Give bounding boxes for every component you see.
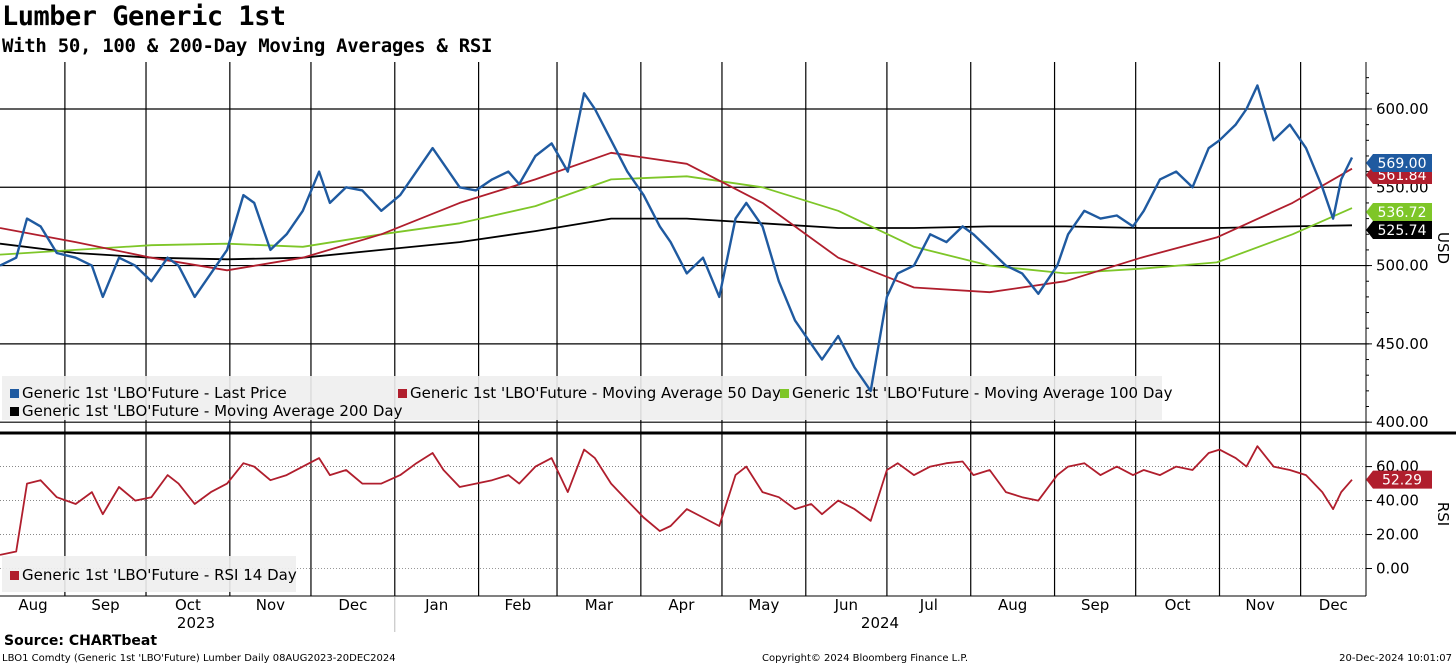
ma200-value-tag-text: 525.74 xyxy=(1378,223,1427,239)
month-label: Jan xyxy=(424,596,448,614)
price-ytick-label: 600.00 xyxy=(1376,100,1429,118)
ma50-line xyxy=(0,151,1353,294)
price-legend-box xyxy=(2,376,1162,420)
rsi-ytick-label: 20.00 xyxy=(1376,526,1419,544)
month-label: Aug xyxy=(18,596,47,614)
rsi-value-tag-shape xyxy=(1366,470,1432,489)
price-ytick-label: 500.00 xyxy=(1376,257,1429,275)
month-label: Dec xyxy=(1319,596,1348,614)
month-label: May xyxy=(748,596,779,614)
month-label: Nov xyxy=(256,596,285,614)
axis-layer: 400.00450.00500.00550.00600.000.0020.004… xyxy=(0,62,1456,632)
rsi-ytick-label: 40.00 xyxy=(1376,492,1419,510)
price-value-tag-text: 569.00 xyxy=(1378,156,1427,172)
month-label: Apr xyxy=(668,596,695,614)
legend-entry-3: Generic 1st 'LBO'Future - Moving Average… xyxy=(22,402,403,420)
price-value-tag: 569.00 xyxy=(1366,154,1432,172)
rsi-line xyxy=(0,445,1353,556)
year-label: 2023 xyxy=(177,614,215,632)
source-note: Source: CHARTbeat xyxy=(4,633,158,649)
month-label: Nov xyxy=(1245,596,1274,614)
chart-subtitle: With 50, 100 & 200-Day Moving Averages &… xyxy=(2,35,493,57)
legend-entry-1: Generic 1st 'LBO'Future - Moving Average… xyxy=(410,384,781,402)
legend-swatch-0 xyxy=(10,389,19,398)
ma200-value-tag: 525.74 xyxy=(1366,221,1432,239)
ma200-line xyxy=(0,217,1353,261)
legend-swatch-2 xyxy=(780,389,789,398)
footer-copyright: Copyright© 2024 Bloomberg Finance L.P. xyxy=(762,653,969,664)
ma200-value-tag-shape xyxy=(1366,221,1432,239)
price-ytick-label: 450.00 xyxy=(1376,335,1429,353)
rsi-legend-box xyxy=(2,556,296,592)
legend-layer: Generic 1st 'LBO'Future - Last Price Gene… xyxy=(2,376,1173,592)
ma100-value-tag: 536.72 xyxy=(1366,203,1432,221)
grid-layer xyxy=(0,62,1366,596)
price-ytick-label: 400.00 xyxy=(1376,413,1429,431)
ma100-value-tag-text: 536.72 xyxy=(1378,205,1427,221)
rsi-ytick-label: 0.00 xyxy=(1376,560,1409,578)
ma100-value-tag-shape xyxy=(1366,203,1432,221)
price-value-tag-shape xyxy=(1366,154,1432,172)
rsi-legend-swatch xyxy=(10,571,19,580)
price-axis-title: USD xyxy=(1434,232,1452,264)
footer-ticker-info: LBO1 Comdty (Generic 1st 'LBO'Future) Lu… xyxy=(2,653,396,664)
rsi-value-tag-text: 52.29 xyxy=(1382,473,1422,489)
footer-timestamp: 20-Dec-2024 10:01:07 xyxy=(1339,653,1452,664)
month-label: Sep xyxy=(1081,596,1109,614)
month-label: Jul xyxy=(919,596,938,614)
legend-swatch-3 xyxy=(10,407,19,416)
legend-swatch-1 xyxy=(398,389,407,398)
month-label: Jun xyxy=(834,596,858,614)
chart-title: Lumber Generic 1st xyxy=(2,1,286,32)
month-label: Sep xyxy=(91,596,119,614)
month-label: Aug xyxy=(998,596,1027,614)
rsi-legend-entry: Generic 1st 'LBO'Future - RSI 14 Day xyxy=(22,566,297,584)
month-label: Oct xyxy=(175,596,201,614)
ma100-line xyxy=(0,175,1353,275)
rsi-value-tag: 52.29 xyxy=(1366,470,1432,489)
series-layer xyxy=(0,84,1354,556)
year-label: 2024 xyxy=(861,614,899,632)
price-line xyxy=(0,84,1354,393)
month-label: Oct xyxy=(1165,596,1191,614)
rsi-axis-title: RSI xyxy=(1434,502,1452,526)
month-label: Mar xyxy=(585,596,614,614)
month-label: Feb xyxy=(505,596,532,614)
month-label: Dec xyxy=(338,596,367,614)
legend-entry-2: Generic 1st 'LBO'Future - Moving Average… xyxy=(792,384,1173,402)
legend-entry-0: Generic 1st 'LBO'Future - Last Price xyxy=(22,384,287,402)
